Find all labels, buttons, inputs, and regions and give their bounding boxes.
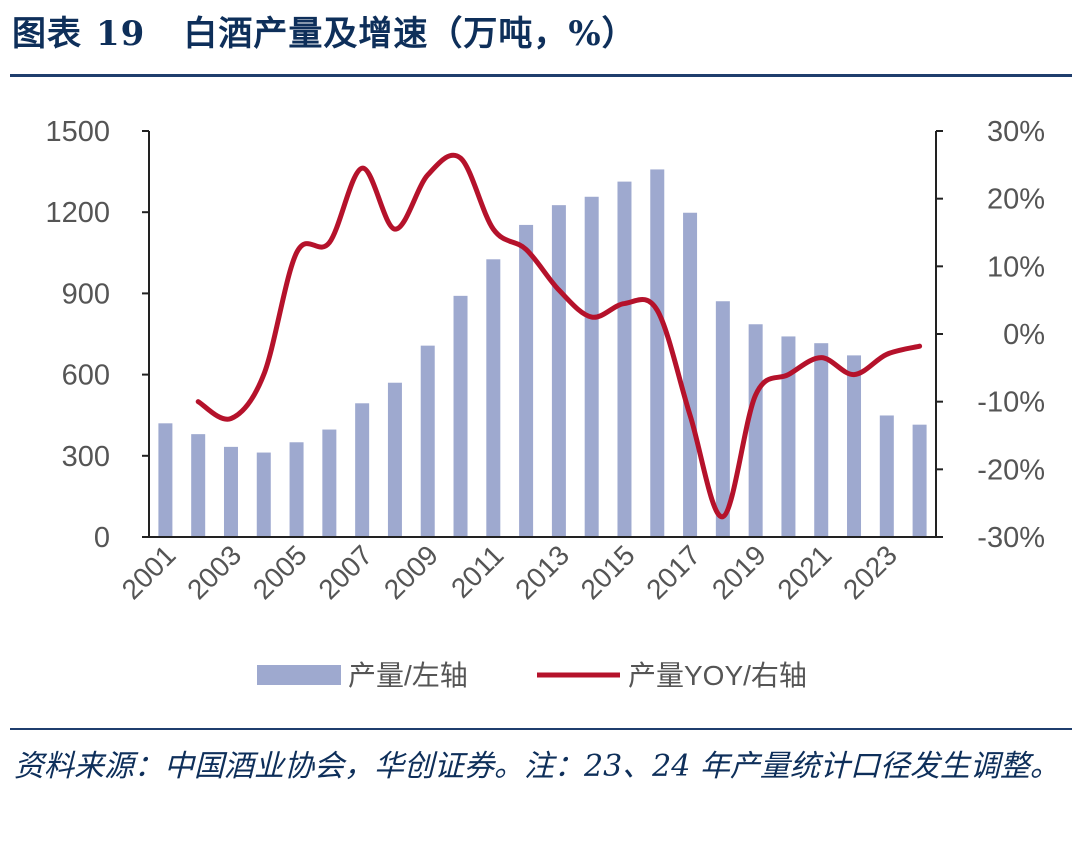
bar-2016 [650,169,665,537]
x-tick-label: 2005 [247,539,313,605]
bar-2020 [781,336,796,537]
x-tick-label: 2007 [312,539,378,605]
legend-bar-swatch [257,665,341,685]
bar-2002 [191,434,206,537]
y-right-tick-label: 20% [987,184,1045,216]
bar-2009 [420,345,435,537]
yoy-line [195,152,923,520]
y-right-tick-label: -10% [977,387,1045,419]
y-right-tick-label: -20% [977,454,1045,486]
bar-2012 [519,224,534,538]
bar-2023 [879,415,894,537]
x-tick-label: 2017 [640,539,706,605]
x-tick-label: 2019 [706,539,772,605]
axes [142,130,943,538]
x-tick-label: 2003 [181,539,247,605]
bar-2006 [322,429,337,537]
y-right-tick-label: 30% [987,116,1045,148]
footer-divider [10,728,1072,730]
legend: 产量/左轴 产量YOY/右轴 [257,660,807,691]
x-tick-label: 2013 [509,539,575,605]
y-left-tick-label: 300 [62,441,110,473]
y-left-tick-label: 1200 [45,197,110,229]
bar-2008 [387,382,402,537]
bar-2017 [683,212,698,538]
bar-2005 [289,442,304,537]
bar-2004 [256,452,271,537]
bar-2001 [158,423,173,537]
y-left-tick-label: 600 [62,360,110,392]
y-left-tick-label: 900 [62,278,110,310]
title-divider [10,74,1072,77]
bar-series [158,169,927,538]
bar-2007 [355,403,370,537]
line-series [195,152,923,520]
chart-title: 白酒产量及增速（万吨，%） [183,14,637,54]
bar-2003 [223,446,238,537]
x-tick-label: 2021 [772,539,838,605]
bar-2010 [453,295,468,537]
x-tick-label: 2015 [575,539,641,605]
y-left-tick-label: 1500 [45,116,110,148]
y-right-tick-label: -30% [977,522,1045,554]
y-right-tick-label: 0% [1003,319,1045,351]
bar-2019 [748,324,763,537]
x-tick-label: 2023 [837,539,903,605]
bar-2024 [912,424,927,537]
bar-2011 [486,259,501,537]
x-tick-label: 2009 [378,539,444,605]
y-left-tick-label: 0 [94,522,110,554]
y-right-tick-label: 10% [987,251,1045,283]
legend-line-label: 产量YOY/右轴 [628,660,807,691]
bar-2015 [617,181,632,538]
combo-chart: 0 300 600 900 1200 1500 -30% -20% -10% 0% 10% 20% 30… [45,116,1045,691]
figure-number: 19 [96,14,146,54]
x-tick-label: 2001 [116,539,182,605]
bar-2018 [715,301,730,537]
figure-title: 图表 19 白酒产量及增速（万吨，%） [12,6,637,55]
bar-2013 [551,205,566,537]
source-note: 资料来源：中国酒业协会，华创证券。注：23、24 年产量统计口径发生调整。 [14,749,1060,784]
bar-2022 [847,355,862,537]
bar-2021 [814,343,829,537]
bar-2014 [584,196,599,537]
figure-label: 图表 [12,14,82,54]
x-tick-label: 2011 [445,539,510,604]
legend-bar-label: 产量/左轴 [348,660,468,691]
